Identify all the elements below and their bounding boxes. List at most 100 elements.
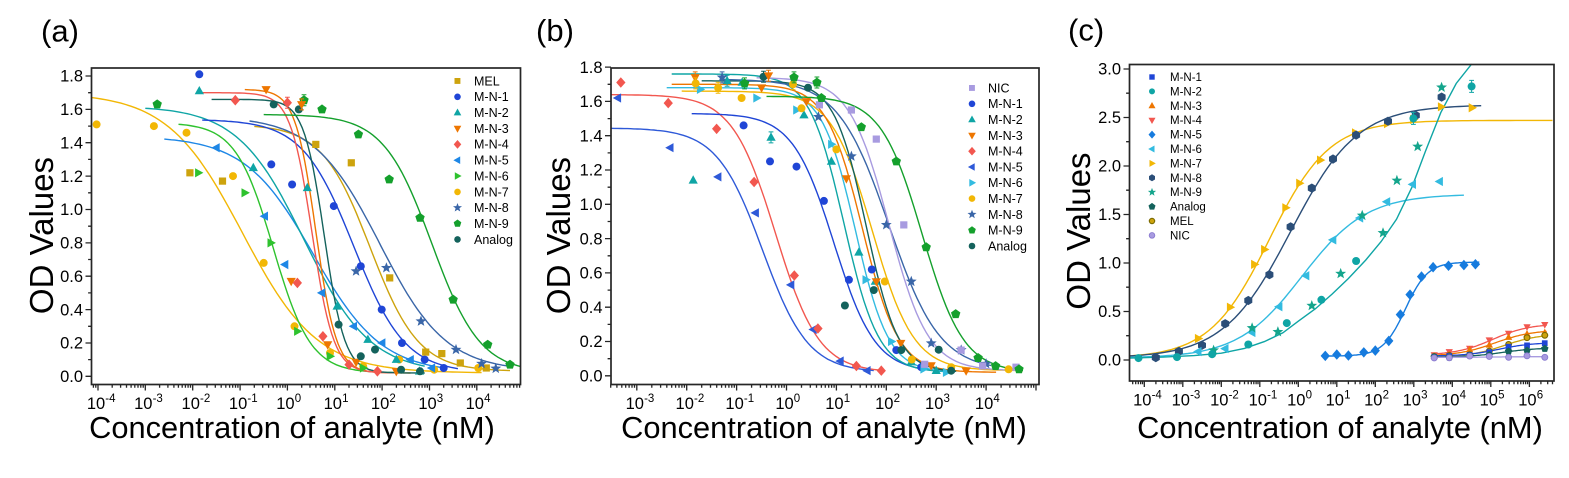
svg-text:0.2: 0.2 <box>60 335 83 353</box>
svg-text:10: 10 <box>1518 392 1536 410</box>
svg-text:0.5: 0.5 <box>1098 303 1121 321</box>
svg-text:6: 6 <box>1537 389 1543 401</box>
svg-text:1: 1 <box>844 393 850 405</box>
svg-text:-2: -2 <box>1229 389 1239 401</box>
svg-text:M-N-3: M-N-3 <box>1170 101 1202 113</box>
svg-text:M-N-6: M-N-6 <box>1170 144 1202 156</box>
svg-text:2: 2 <box>1383 389 1389 401</box>
svg-text:4: 4 <box>1460 389 1467 401</box>
svg-text:0.0: 0.0 <box>60 368 83 386</box>
svg-text:1.8: 1.8 <box>60 68 83 86</box>
svg-text:-3: -3 <box>644 393 654 405</box>
svg-text:M-N-5: M-N-5 <box>474 154 509 168</box>
svg-text:0.8: 0.8 <box>60 235 83 253</box>
svg-text:M-N-3: M-N-3 <box>988 129 1023 143</box>
svg-text:0.8: 0.8 <box>580 230 603 248</box>
svg-text:M-N-5: M-N-5 <box>988 160 1023 174</box>
svg-text:5: 5 <box>1498 389 1504 401</box>
svg-text:10: 10 <box>925 395 943 413</box>
svg-text:Analog: Analog <box>988 239 1027 253</box>
svg-text:M-N-8: M-N-8 <box>474 201 509 215</box>
svg-text:2.5: 2.5 <box>1098 109 1121 127</box>
svg-text:10: 10 <box>1326 392 1344 410</box>
svg-text:10: 10 <box>1287 392 1305 410</box>
svg-text:M-N-4: M-N-4 <box>1170 115 1203 127</box>
svg-text:-3: -3 <box>153 393 163 405</box>
svg-text:M-N-7: M-N-7 <box>1170 158 1202 170</box>
svg-text:1.2: 1.2 <box>60 168 83 186</box>
svg-text:1.6: 1.6 <box>580 93 603 111</box>
svg-text:M-N-9: M-N-9 <box>988 224 1023 238</box>
svg-text:1.0: 1.0 <box>1098 255 1121 273</box>
svg-text:M-N-6: M-N-6 <box>474 169 509 183</box>
svg-text:1.4: 1.4 <box>60 134 83 152</box>
svg-text:M-N-1: M-N-1 <box>474 90 509 104</box>
svg-text:M-N-9: M-N-9 <box>474 217 509 231</box>
svg-text:0: 0 <box>295 393 301 405</box>
svg-text:10: 10 <box>87 395 105 413</box>
svg-text:10: 10 <box>875 395 893 413</box>
svg-text:10: 10 <box>1133 392 1151 410</box>
svg-text:-1: -1 <box>247 393 257 405</box>
svg-text:M-N-2: M-N-2 <box>1170 86 1202 98</box>
svg-text:0: 0 <box>1306 389 1312 401</box>
svg-text:OD Values: OD Values <box>540 157 577 314</box>
svg-text:0.4: 0.4 <box>580 299 603 317</box>
svg-text:2: 2 <box>894 393 900 405</box>
svg-text:10: 10 <box>1210 392 1228 410</box>
svg-text:M-N-8: M-N-8 <box>1170 173 1202 185</box>
svg-text:10: 10 <box>371 395 389 413</box>
svg-text:M-N-6: M-N-6 <box>988 176 1023 190</box>
svg-text:10: 10 <box>1249 392 1267 410</box>
svg-text:10: 10 <box>1441 392 1459 410</box>
svg-text:1.8: 1.8 <box>580 59 603 77</box>
svg-text:M-N-1: M-N-1 <box>1170 72 1202 84</box>
svg-text:-2: -2 <box>200 393 210 405</box>
svg-text:1: 1 <box>342 393 348 405</box>
svg-text:OD Values: OD Values <box>23 157 60 314</box>
svg-text:-1: -1 <box>744 393 754 405</box>
svg-text:1.0: 1.0 <box>60 201 83 219</box>
svg-text:M-N-7: M-N-7 <box>988 192 1023 206</box>
svg-text:M-N-1: M-N-1 <box>988 97 1023 111</box>
svg-text:0.6: 0.6 <box>60 268 83 286</box>
svg-text:1: 1 <box>1344 389 1350 401</box>
svg-text:M-N-4: M-N-4 <box>474 138 509 152</box>
svg-text:OD Values: OD Values <box>1060 152 1097 309</box>
svg-text:Concentration of analyte (nM): Concentration of analyte (nM) <box>89 410 495 445</box>
svg-text:-4: -4 <box>105 393 116 405</box>
svg-text:1.2: 1.2 <box>580 162 603 180</box>
svg-text:3: 3 <box>944 393 950 405</box>
svg-text:10: 10 <box>229 395 247 413</box>
svg-text:M-N-3: M-N-3 <box>474 122 509 136</box>
svg-text:-3: -3 <box>1190 389 1200 401</box>
svg-text:(c): (c) <box>1068 13 1104 48</box>
svg-text:M-N-7: M-N-7 <box>474 185 509 199</box>
svg-text:MEL: MEL <box>1170 216 1194 228</box>
svg-text:(a): (a) <box>41 14 79 49</box>
svg-text:MEL: MEL <box>474 74 500 88</box>
svg-text:10: 10 <box>466 395 484 413</box>
svg-text:10: 10 <box>1403 392 1421 410</box>
svg-text:M-N-5: M-N-5 <box>1170 130 1202 142</box>
svg-text:Analog: Analog <box>474 233 513 247</box>
svg-text:-1: -1 <box>1267 389 1277 401</box>
svg-text:10: 10 <box>1480 392 1498 410</box>
svg-text:10: 10 <box>418 395 436 413</box>
svg-text:Analog: Analog <box>1170 202 1206 214</box>
svg-text:10: 10 <box>1172 392 1190 410</box>
svg-text:2.0: 2.0 <box>1098 158 1121 176</box>
svg-text:(b): (b) <box>536 13 574 48</box>
svg-text:0.0: 0.0 <box>580 368 603 386</box>
svg-text:NIC: NIC <box>988 81 1010 95</box>
svg-text:10: 10 <box>975 395 993 413</box>
svg-text:4: 4 <box>993 393 1000 405</box>
svg-text:3: 3 <box>1421 389 1427 401</box>
svg-text:Concentration of analyte (nM): Concentration of analyte (nM) <box>1137 410 1543 445</box>
svg-text:NIC: NIC <box>1170 230 1190 242</box>
svg-text:0.0: 0.0 <box>1098 352 1121 370</box>
svg-text:0: 0 <box>794 393 800 405</box>
svg-text:10: 10 <box>1364 392 1382 410</box>
svg-text:4: 4 <box>484 393 491 405</box>
svg-text:3: 3 <box>437 393 443 405</box>
